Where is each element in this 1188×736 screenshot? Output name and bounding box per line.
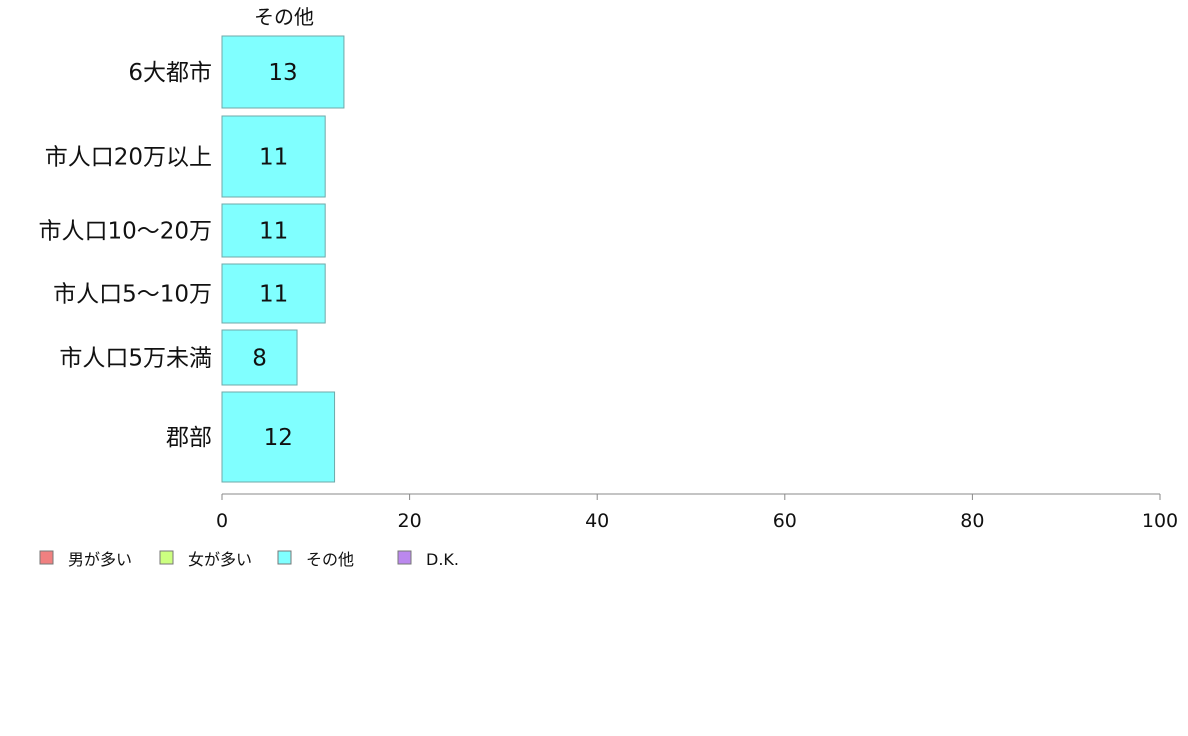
legend-swatch <box>397 550 412 565</box>
bar-segment <box>221 35 345 109</box>
x-tick-label: 100 <box>1142 510 1178 532</box>
data-label: 12 <box>264 425 293 451</box>
legend-swatch <box>39 550 54 565</box>
bar-segment <box>221 115 326 198</box>
category-label: 市人口10〜20万 <box>38 219 212 245</box>
data-label: 11 <box>259 145 288 171</box>
x-tick-label: 80 <box>960 510 984 532</box>
data-label: 13 <box>268 60 297 86</box>
legend-label: その他 <box>306 550 354 569</box>
x-tick-label: 0 <box>216 510 228 532</box>
data-label: 11 <box>259 282 288 308</box>
top-series-label: その他 <box>254 5 314 29</box>
data-label: 8 <box>252 346 267 372</box>
bar-segment <box>221 391 336 483</box>
category-label: 6大都市 <box>128 60 212 86</box>
legend-swatch <box>159 550 174 565</box>
bar-segment <box>221 329 298 386</box>
x-tick-label: 20 <box>398 510 422 532</box>
category-label: 市人口5万未満 <box>59 346 212 372</box>
legend-label: 男が多い <box>68 550 132 569</box>
data-label: 11 <box>259 219 288 245</box>
category-label: 市人口20万以上 <box>45 145 212 171</box>
legend-label: 女が多い <box>188 550 252 569</box>
x-tick-label: 60 <box>773 510 797 532</box>
legend-label: D.K. <box>426 550 459 569</box>
legend-swatch <box>277 550 292 565</box>
category-label: 郡部 <box>166 425 212 451</box>
bar-segment <box>221 263 326 324</box>
x-tick-label: 40 <box>585 510 609 532</box>
category-label: 市人口5〜10万 <box>53 282 212 308</box>
bar-segment <box>221 203 326 258</box>
